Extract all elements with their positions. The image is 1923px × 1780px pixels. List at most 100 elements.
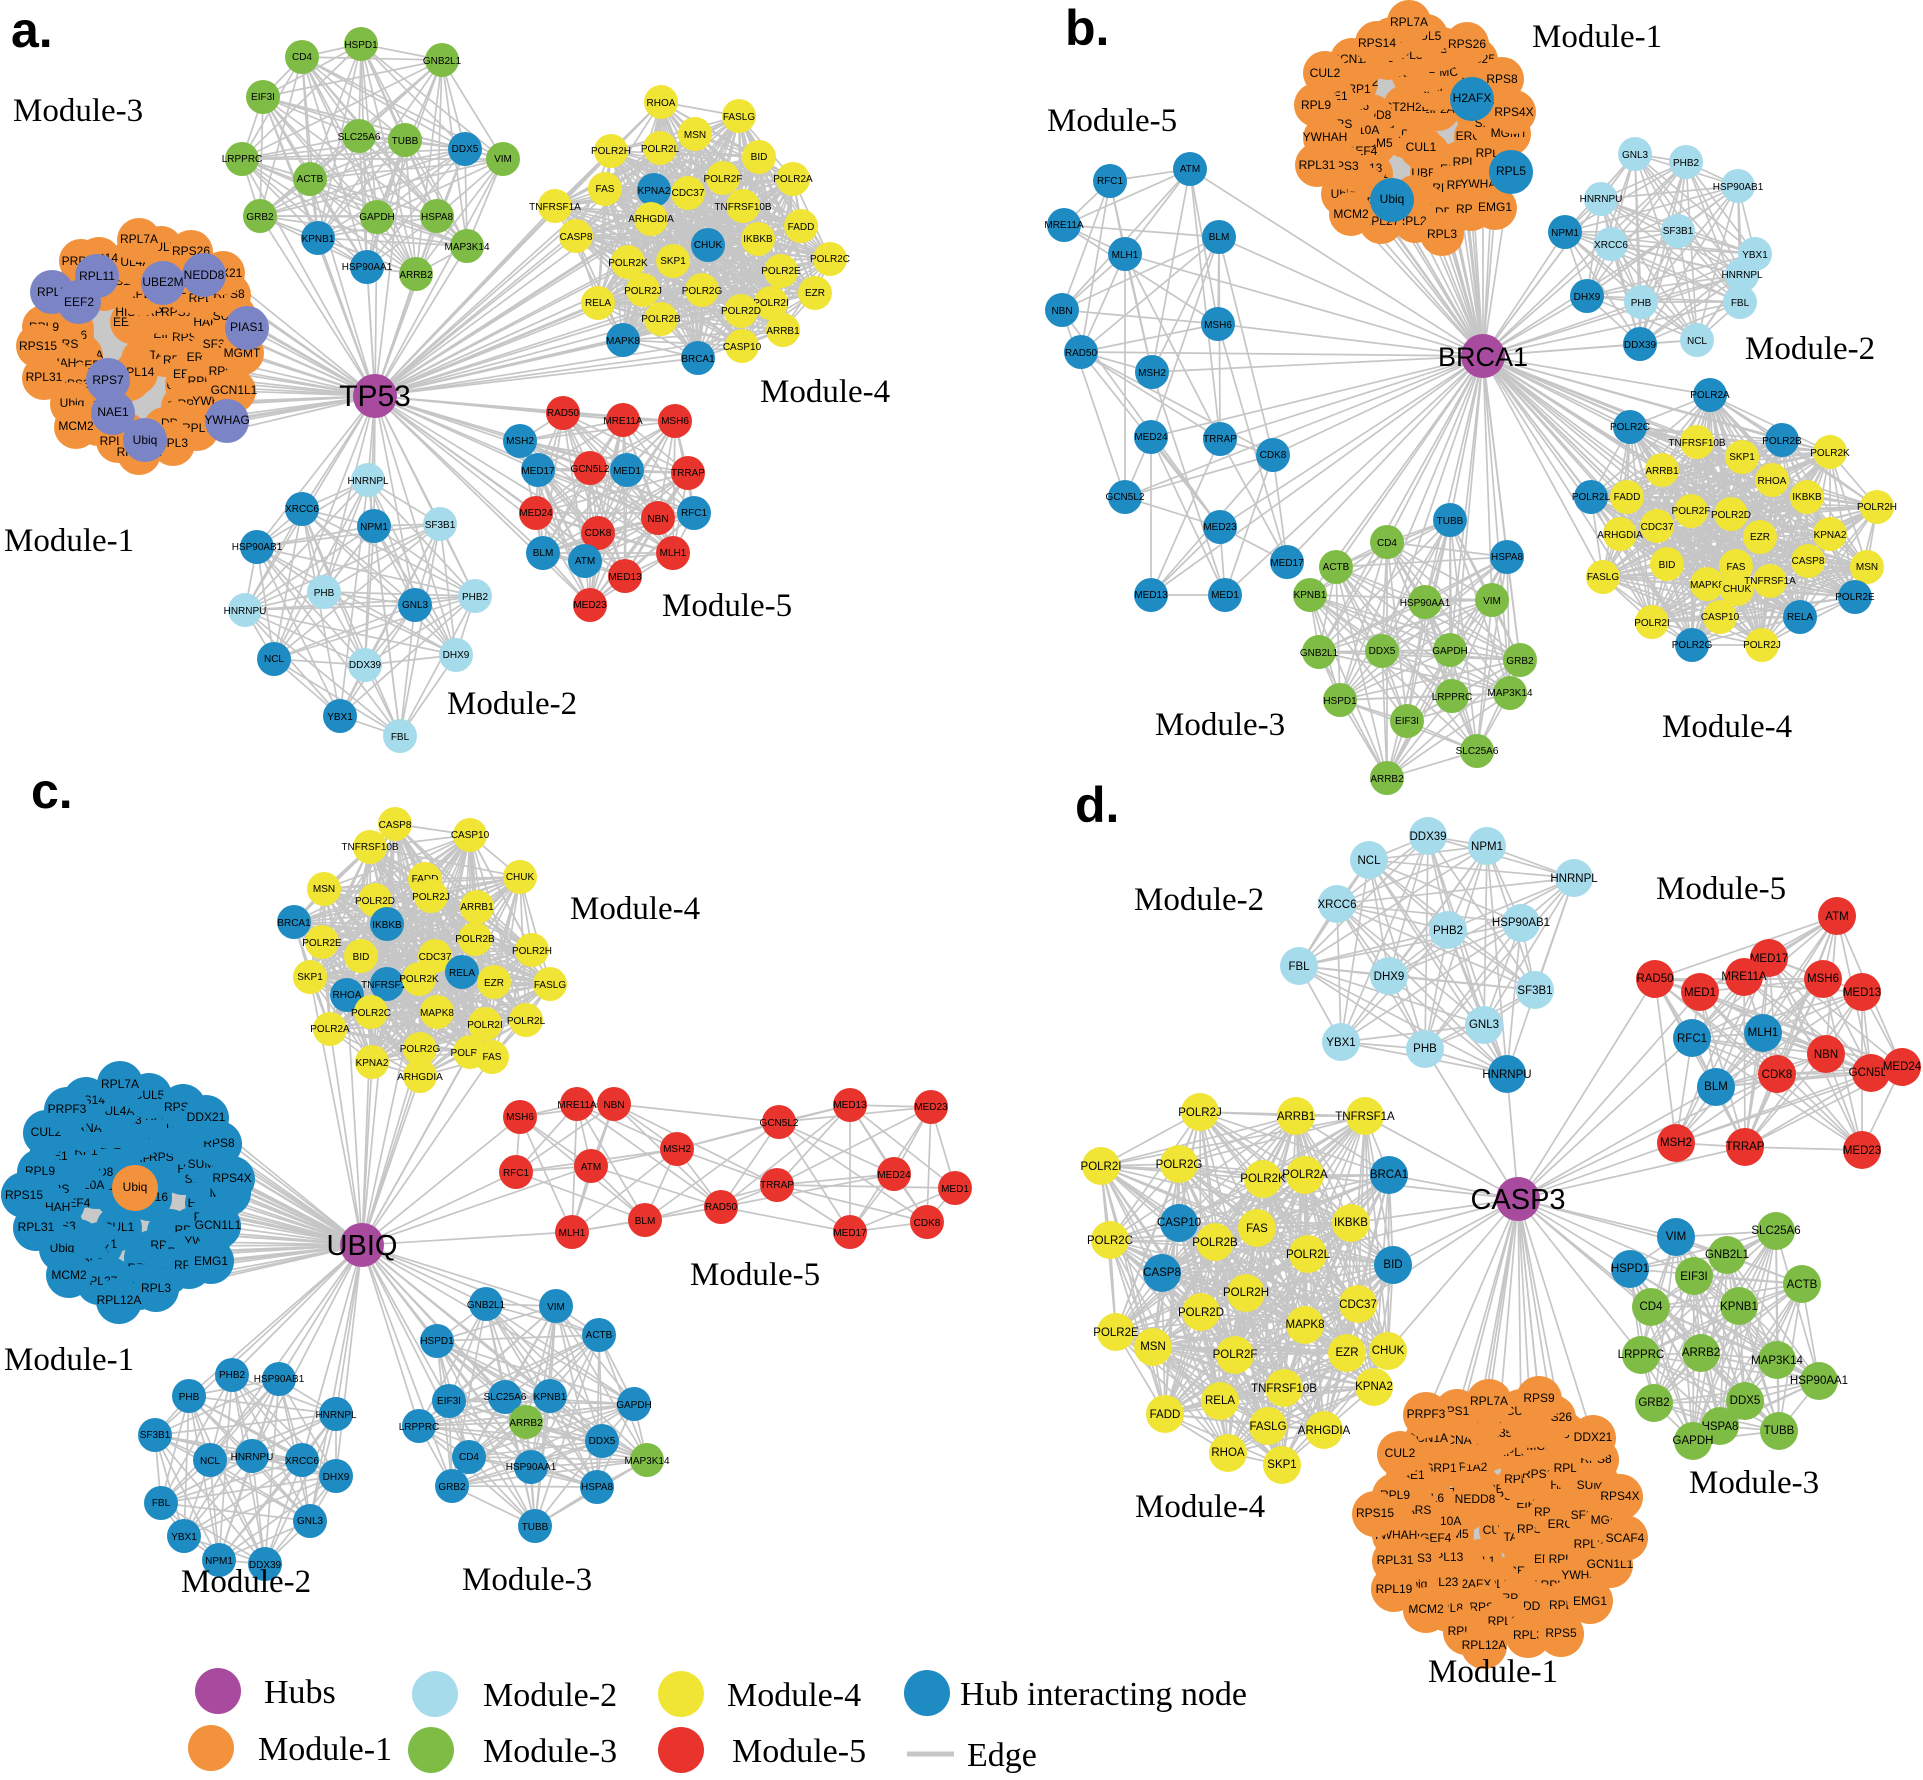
svg-text:MRE11A: MRE11A <box>603 416 643 427</box>
svg-text:EIF3I: EIF3I <box>251 92 275 103</box>
svg-text:FBL: FBL <box>391 732 410 743</box>
svg-text:CD4: CD4 <box>459 1452 479 1463</box>
svg-text:BLM: BLM <box>635 1216 656 1227</box>
svg-text:POLR2E: POLR2E <box>1093 1327 1139 1339</box>
svg-text:RPS8: RPS8 <box>1486 72 1518 86</box>
svg-text:DDX5: DDX5 <box>1369 646 1396 657</box>
svg-text:MAP3K14: MAP3K14 <box>1751 1355 1803 1367</box>
svg-text:b.: b. <box>1065 0 1109 56</box>
svg-text:Module-4: Module-4 <box>1662 709 1792 745</box>
svg-text:ATM: ATM <box>1825 911 1848 923</box>
svg-text:CASP8: CASP8 <box>1792 556 1825 567</box>
svg-text:DDX5: DDX5 <box>452 144 479 155</box>
svg-text:DHX9: DHX9 <box>323 1472 350 1483</box>
svg-text:TUBB: TUBB <box>392 136 419 147</box>
svg-text:MED23: MED23 <box>914 1102 948 1113</box>
svg-text:CASP10: CASP10 <box>1701 612 1740 623</box>
svg-text:POLR2C: POLR2C <box>1087 1235 1133 1247</box>
svg-text:POLR2L: POLR2L <box>1572 492 1611 503</box>
svg-text:RPL31: RPL31 <box>1377 1553 1414 1567</box>
svg-text:SKP1: SKP1 <box>297 972 323 983</box>
svg-text:POLR2I: POLR2I <box>1634 618 1670 629</box>
svg-text:MRE11A: MRE11A <box>1044 220 1084 231</box>
svg-text:MLH1: MLH1 <box>1748 1027 1779 1039</box>
svg-text:BLM: BLM <box>1209 232 1230 243</box>
svg-text:MSH6: MSH6 <box>1204 320 1232 331</box>
svg-text:CASP10: CASP10 <box>1157 1217 1201 1229</box>
svg-text:TUBB: TUBB <box>522 1522 549 1533</box>
svg-text:MED1: MED1 <box>1211 590 1239 601</box>
svg-text:HNRNPU: HNRNPU <box>224 606 267 617</box>
svg-text:SLC25A6: SLC25A6 <box>1751 1225 1800 1237</box>
svg-text:DDX39: DDX39 <box>1624 340 1657 351</box>
svg-text:CASP8: CASP8 <box>1143 1267 1181 1279</box>
svg-text:HNRNPL: HNRNPL <box>1721 270 1763 281</box>
svg-text:RPL12A: RPL12A <box>1462 1638 1507 1652</box>
svg-text:CASP8: CASP8 <box>379 820 412 831</box>
svg-text:POLR2D: POLR2D <box>721 306 761 317</box>
svg-text:DHX9: DHX9 <box>443 650 470 661</box>
svg-text:GRB2: GRB2 <box>246 212 274 223</box>
svg-text:ARHGDIA: ARHGDIA <box>1597 530 1643 541</box>
svg-text:MED13: MED13 <box>1134 590 1168 601</box>
svg-text:MAPK8: MAPK8 <box>420 1008 454 1019</box>
svg-text:HSP90AA1: HSP90AA1 <box>1400 598 1451 609</box>
svg-text:IKBKB: IKBKB <box>1334 1217 1368 1229</box>
svg-text:NPM1: NPM1 <box>1551 228 1579 239</box>
svg-text:SF3B1: SF3B1 <box>1663 226 1694 237</box>
svg-text:YBX1: YBX1 <box>171 1532 197 1543</box>
svg-text:SKP1: SKP1 <box>1729 452 1755 463</box>
svg-text:NCL: NCL <box>1357 855 1381 867</box>
svg-text:EIF3I: EIF3I <box>1395 716 1419 727</box>
svg-text:HSP90AB1: HSP90AB1 <box>1713 182 1764 193</box>
svg-text:POLR2L: POLR2L <box>1286 1249 1331 1261</box>
svg-text:POLR2J: POLR2J <box>1178 1107 1221 1119</box>
svg-text:CHUK: CHUK <box>506 872 535 883</box>
svg-text:KPNB1: KPNB1 <box>534 1392 567 1403</box>
svg-text:POLR2L: POLR2L <box>507 1016 546 1027</box>
svg-text:CHUK: CHUK <box>1372 1345 1405 1357</box>
svg-text:Module-1: Module-1 <box>4 1342 134 1378</box>
svg-text:SCAF4: SCAF4 <box>1606 1531 1645 1545</box>
svg-text:POLR2E: POLR2E <box>1835 592 1875 603</box>
svg-text:Module-5: Module-5 <box>690 1257 820 1293</box>
svg-text:POLR2E: POLR2E <box>761 266 801 277</box>
svg-text:HNRNPL: HNRNPL <box>315 1410 357 1421</box>
svg-text:POLR2I: POLR2I <box>1081 1161 1122 1173</box>
svg-text:FASLG: FASLG <box>723 112 755 123</box>
svg-text:RPL31: RPL31 <box>18 1220 55 1234</box>
svg-text:MCM2: MCM2 <box>58 419 94 433</box>
svg-text:HSPD1: HSPD1 <box>344 40 378 51</box>
svg-text:POLR2F: POLR2F <box>451 1048 490 1059</box>
svg-text:SLC25A6: SLC25A6 <box>484 1392 527 1403</box>
svg-text:FAS: FAS <box>596 184 615 195</box>
svg-text:RHOA: RHOA <box>333 990 362 1001</box>
svg-text:BID: BID <box>1383 1259 1402 1271</box>
svg-text:BLM: BLM <box>1704 1081 1728 1093</box>
svg-text:NBN: NBN <box>603 1100 624 1111</box>
svg-text:MAPK8: MAPK8 <box>1286 1319 1325 1331</box>
svg-text:GAPDH: GAPDH <box>1432 646 1468 657</box>
svg-text:Module-3: Module-3 <box>13 93 143 129</box>
svg-text:EMG1: EMG1 <box>1573 1594 1607 1608</box>
svg-text:CDK8: CDK8 <box>1260 450 1287 461</box>
svg-text:SF3B1: SF3B1 <box>425 520 456 531</box>
svg-text:POLR2L: POLR2L <box>641 144 680 155</box>
svg-text:EZR: EZR <box>1336 1347 1359 1359</box>
svg-text:FBL: FBL <box>1288 961 1310 973</box>
svg-text:Hub interacting node: Hub interacting node <box>960 1676 1247 1713</box>
svg-text:PHB2: PHB2 <box>1433 925 1463 937</box>
svg-text:RELA: RELA <box>1787 612 1813 623</box>
svg-text:XRCC6: XRCC6 <box>285 504 319 515</box>
svg-text:POLR2E: POLR2E <box>302 938 342 949</box>
svg-text:BID: BID <box>353 952 370 963</box>
svg-text:CDC37: CDC37 <box>672 188 705 199</box>
svg-text:RELA: RELA <box>449 968 475 979</box>
svg-text:TUBB: TUBB <box>1764 1425 1795 1437</box>
svg-text:YBX1: YBX1 <box>1742 250 1768 261</box>
svg-text:CUL2: CUL2 <box>1310 66 1341 80</box>
svg-text:MED24: MED24 <box>1883 1061 1922 1073</box>
svg-text:KPNA2: KPNA2 <box>1814 530 1847 541</box>
svg-text:PRPF3: PRPF3 <box>1407 1407 1446 1421</box>
svg-text:CUL2: CUL2 <box>1385 1446 1416 1460</box>
